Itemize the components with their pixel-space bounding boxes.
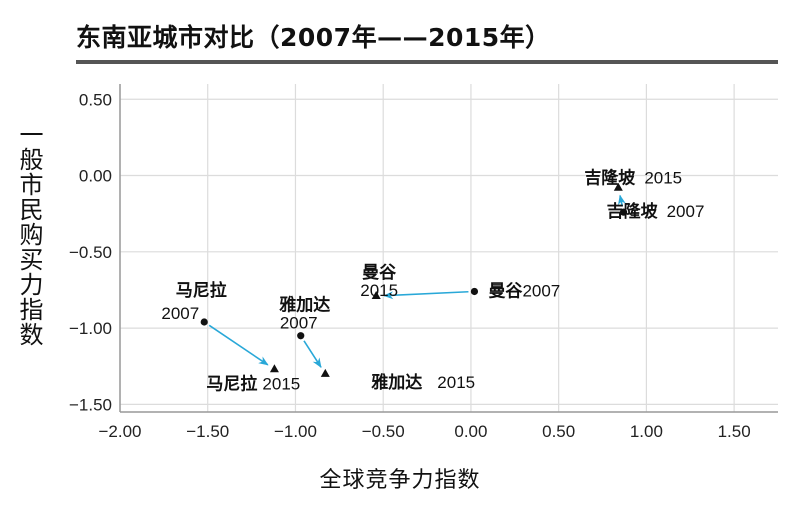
- city-name-label: 马尼拉: [176, 280, 227, 301]
- city-name-label: 吉隆坡: [584, 168, 635, 189]
- x-tick-label: −0.50: [362, 422, 405, 441]
- year-label: 2007: [667, 202, 705, 221]
- city-name-label: 雅加达: [278, 295, 330, 316]
- year-label: 2015: [437, 373, 475, 392]
- year-label: 2007: [522, 281, 560, 300]
- city-name-label: 雅加达: [370, 372, 422, 393]
- year-label: 2007: [280, 314, 318, 333]
- trajectory-arrow: [303, 340, 322, 368]
- point-2007: [200, 318, 208, 326]
- y-axis-label: 一般市民购买力指数: [15, 122, 43, 347]
- x-tick-label: 1.50: [718, 422, 751, 441]
- y-tick-label: 0.00: [79, 167, 112, 186]
- year-label: 2007: [161, 304, 199, 323]
- chart-title: 东南亚城市对比（2007年——2015年）: [76, 23, 551, 52]
- x-axis-label: 全球竞争力指数: [319, 468, 481, 493]
- point-2007: [619, 208, 628, 216]
- year-label: 2015: [644, 169, 682, 188]
- x-tick-label: 0.50: [542, 422, 575, 441]
- trajectory-arrow: [208, 324, 269, 366]
- trajectory-arrow: [383, 290, 469, 300]
- y-tick-label: 0.50: [79, 90, 112, 109]
- y-tick-label: −0.50: [69, 243, 112, 262]
- point-2015: [269, 364, 279, 373]
- arrows: [208, 194, 626, 368]
- year-label: 2015: [262, 374, 300, 393]
- x-tick-label: −2.00: [98, 422, 141, 441]
- point-2007: [297, 332, 305, 340]
- point-2007: [470, 287, 479, 296]
- city-name-label: 曼谷: [362, 263, 397, 283]
- y-tick-label: −1.00: [69, 319, 112, 338]
- x-tick-label: −1.50: [186, 422, 229, 441]
- point-2015: [320, 368, 330, 377]
- trajectory-arrow: [617, 194, 626, 207]
- y-tick-label: −1.50: [69, 395, 112, 414]
- grid: [119, 84, 778, 412]
- x-tick-label: 1.00: [630, 422, 663, 441]
- points: [200, 182, 628, 377]
- x-tick-label: 0.00: [454, 422, 487, 441]
- city-name-label: 吉隆坡: [607, 201, 658, 222]
- city-name-label: 马尼拉: [206, 373, 257, 394]
- x-tick-label: −1.00: [274, 422, 317, 441]
- axes: −2.00 −1.50 −1.00 −0.50 0.00 0.50 1.00 1.50 0.50…: [69, 84, 778, 441]
- point-2015: [613, 182, 623, 191]
- point-2015: [371, 291, 381, 300]
- year-label: 2015: [360, 281, 398, 300]
- title-rule: [76, 60, 778, 64]
- city-name-label: 曼谷: [488, 281, 523, 301]
